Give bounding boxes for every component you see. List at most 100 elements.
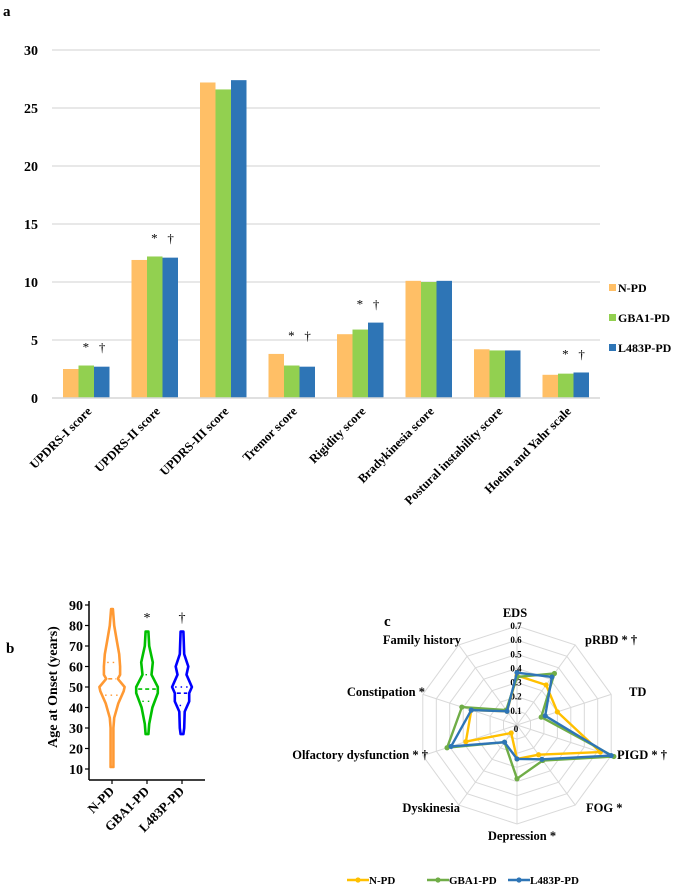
radar-series-l483p-pd — [449, 671, 613, 761]
bar-l483p-pd — [299, 366, 315, 398]
bar-n-pd — [337, 334, 353, 398]
legend-label: L483P-PD — [530, 875, 579, 887]
y-tick-label: 15 — [24, 218, 38, 233]
bar-l483p-pd — [436, 280, 452, 398]
radar-spoke — [458, 724, 518, 806]
y-tick-label: 30 — [24, 44, 38, 59]
violin-chart: 10 20 30 40 50 60 70 80 90 Age at Onset (years) N-… — [46, 599, 205, 835]
x-tick-label: Rigidity score — [306, 404, 368, 466]
bar-gba1-pd — [352, 329, 368, 398]
legend-label: N-PD — [369, 875, 395, 887]
significance-annotation: * † — [151, 230, 174, 245]
bar-n-pd — [268, 353, 284, 398]
r-tick-label: 0.5 — [510, 649, 522, 659]
violin-l483p-pd — [170, 630, 194, 736]
y-tick-label: 25 — [24, 102, 38, 117]
violin-n-pd — [98, 607, 126, 769]
bar-n-pd — [200, 82, 216, 398]
radar-axis-label: Depression * — [488, 829, 556, 843]
bar-l483p-pd — [94, 366, 110, 398]
bar-gba1-pd — [215, 89, 231, 398]
bar-l483p-pd — [368, 322, 384, 398]
radar-point — [542, 713, 548, 719]
r-tick-label: 0.4 — [510, 663, 522, 673]
y-tick-label: 60 — [69, 661, 83, 676]
bar-n-pd — [405, 280, 421, 398]
legend-swatch — [609, 344, 616, 351]
radar-point — [554, 709, 560, 715]
legend-label: L483P-PD — [618, 341, 672, 355]
radar-point — [463, 739, 469, 745]
radar-point — [459, 704, 465, 710]
radar-point — [514, 670, 520, 676]
radar-point — [514, 776, 520, 782]
r-tick-label: 0 — [514, 724, 519, 734]
x-tick-label: N-PD — [85, 784, 118, 817]
bar-l483p-pd — [231, 80, 247, 398]
significance-annotation: † — [179, 611, 186, 626]
radar-spoke — [516, 724, 612, 757]
radar-spoke — [516, 693, 612, 726]
bar-n-pd — [63, 369, 79, 398]
legend-swatch — [609, 284, 616, 291]
radar-axis-label: PIGD * † — [617, 748, 667, 762]
x-tick-label: UPDRS-I score — [27, 404, 95, 472]
radar-axis-label: Olfactory dysfunction * † — [292, 748, 428, 762]
significance-annotation: * — [144, 611, 151, 626]
radar-axis-label: FOG * — [586, 801, 622, 815]
significance-annotation: * † — [288, 328, 311, 343]
radar-point — [444, 745, 450, 751]
radar-point — [539, 756, 545, 762]
y-tick-label: 10 — [69, 763, 83, 778]
radar-point — [543, 682, 549, 688]
radar-point — [514, 756, 520, 762]
bar-gba1-pd — [78, 365, 94, 398]
radar-axis-label: Dyskinesia — [402, 801, 460, 815]
radar-point — [549, 674, 555, 680]
legend-label: N-PD — [618, 281, 647, 295]
y-tick-label: 70 — [69, 640, 83, 655]
panel-label-b: b — [6, 641, 14, 657]
bar-gba1-pd — [284, 365, 300, 398]
radar-point — [448, 743, 454, 750]
radar-point — [501, 739, 508, 745]
y-tick-label: 50 — [69, 681, 83, 696]
bar-chart: 0 5 10 15 20 25 30 * † UPDRS-I score * † UPDRS-II … — [24, 44, 672, 508]
bar-gba1-pd — [558, 373, 574, 398]
radar-point — [468, 707, 474, 713]
radar-axis-label: EDS — [503, 606, 527, 620]
x-tick-label: Tremor score — [240, 404, 300, 464]
bar-l483p-pd — [162, 257, 178, 398]
bar-l483p-pd — [573, 372, 589, 398]
x-tick-label: UPDRS-III score — [157, 404, 232, 479]
bar-n-pd — [131, 259, 147, 398]
radar-axis-label: Family history — [383, 633, 462, 647]
r-tick-label: 0.1 — [510, 706, 522, 716]
legend-label: GBA1-PD — [449, 875, 497, 887]
r-tick-label: 0.2 — [510, 692, 522, 702]
radar-point — [538, 714, 544, 720]
bar-l483p-pd — [505, 350, 521, 398]
legend-marker — [435, 877, 441, 883]
legend-label: GBA1-PD — [618, 311, 670, 325]
y-tick-label: 30 — [69, 722, 83, 737]
panel-label-a: a — [3, 4, 11, 20]
radar-axis-label: pRBD * † — [585, 633, 637, 647]
significance-annotation: * † — [83, 340, 106, 355]
significance-annotation: * † — [357, 297, 380, 312]
bar-n-pd — [542, 374, 558, 398]
y-tick-label: 20 — [69, 743, 83, 758]
radar-axis-label: Constipation * — [347, 685, 425, 699]
y-tick-label: 0 — [31, 392, 38, 407]
significance-annotation: * † — [562, 346, 585, 361]
radar-point — [608, 752, 614, 759]
radar-point — [504, 708, 510, 714]
bar-gba1-pd — [147, 256, 163, 398]
legend-swatch — [609, 314, 616, 321]
r-tick-label: 0.7 — [510, 621, 522, 631]
y-tick-label: 80 — [69, 620, 83, 635]
bar-gba1-pd — [421, 282, 437, 398]
radar-spoke — [516, 724, 576, 806]
